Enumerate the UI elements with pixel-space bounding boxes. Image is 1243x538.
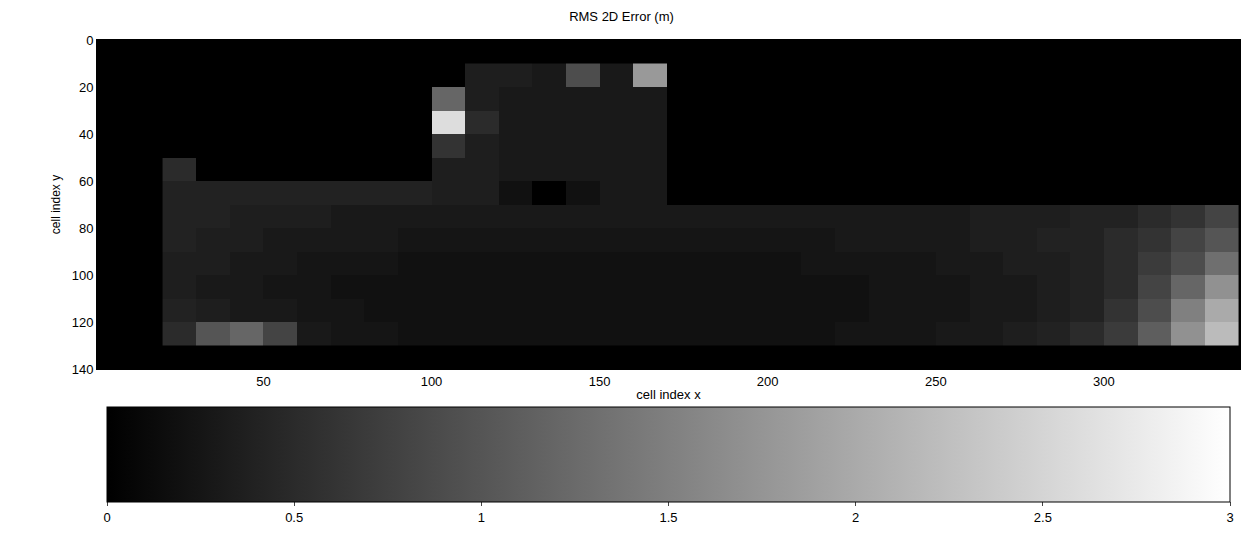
- svg-text:0.5: 0.5: [285, 510, 303, 525]
- svg-text:0: 0: [86, 33, 93, 48]
- svg-text:0: 0: [103, 510, 110, 525]
- svg-text:RMS 2D Error (m): RMS 2D Error (m): [569, 9, 674, 24]
- svg-text:250: 250: [925, 374, 947, 389]
- svg-text:100: 100: [421, 374, 443, 389]
- svg-text:2: 2: [852, 510, 859, 525]
- svg-text:100: 100: [72, 268, 94, 283]
- svg-text:20: 20: [79, 80, 93, 95]
- svg-text:50: 50: [256, 374, 270, 389]
- svg-text:2.5: 2.5: [1034, 510, 1052, 525]
- svg-text:40: 40: [79, 127, 93, 142]
- svg-text:150: 150: [589, 374, 611, 389]
- svg-text:300: 300: [1093, 374, 1115, 389]
- svg-text:1.5: 1.5: [659, 510, 677, 525]
- svg-text:120: 120: [72, 315, 94, 330]
- svg-text:1: 1: [478, 510, 485, 525]
- svg-text:cell index x: cell index x: [636, 387, 701, 402]
- svg-text:cell index y: cell index y: [49, 175, 63, 234]
- svg-text:3: 3: [1226, 510, 1233, 525]
- svg-text:140: 140: [72, 362, 94, 377]
- svg-text:80: 80: [79, 221, 93, 236]
- svg-text:60: 60: [79, 174, 93, 189]
- svg-text:200: 200: [757, 374, 779, 389]
